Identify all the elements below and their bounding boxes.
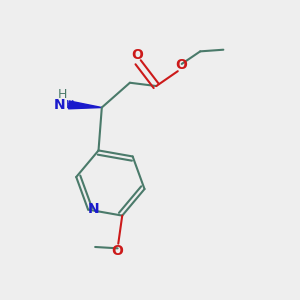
Text: O: O [131, 48, 143, 62]
Text: H: H [58, 88, 68, 101]
Text: N: N [54, 98, 65, 112]
Polygon shape [68, 101, 102, 109]
Text: O: O [112, 244, 124, 258]
Text: O: O [175, 58, 187, 72]
Text: H: H [65, 100, 74, 110]
Text: N: N [88, 202, 99, 216]
